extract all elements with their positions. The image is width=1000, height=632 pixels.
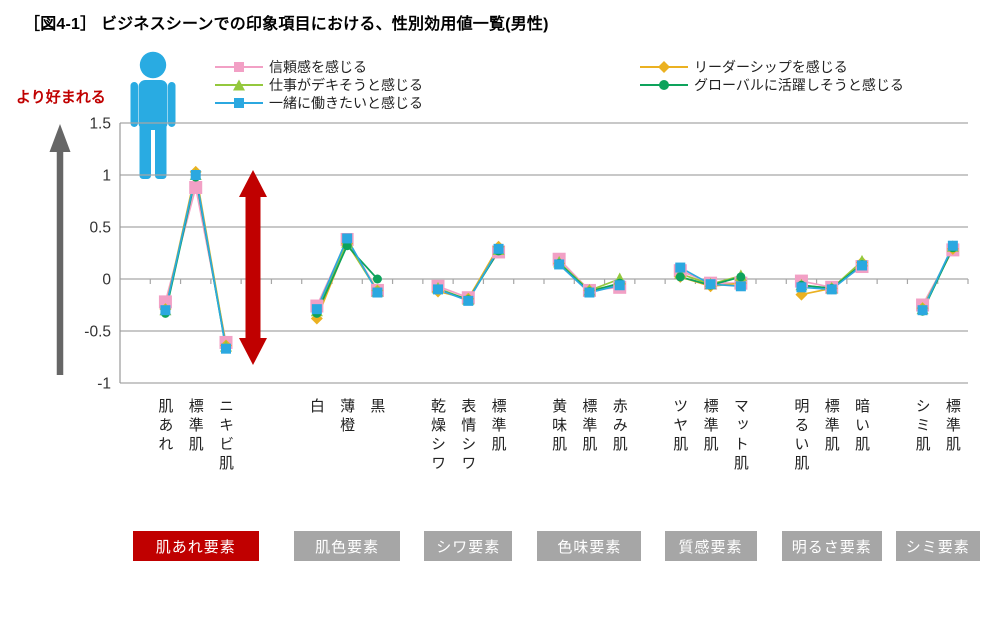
- marker-square: [826, 284, 837, 295]
- x-category-label: 表情シワ: [459, 398, 477, 474]
- marker-circle: [372, 274, 382, 284]
- y-tick-label: -1: [97, 376, 111, 393]
- marker-square: [705, 279, 716, 290]
- marker-square: [796, 282, 807, 293]
- marker-circle: [675, 272, 685, 282]
- preferred-axis-label: より好まれる: [16, 89, 106, 106]
- x-category-label: 肌あれ: [156, 398, 174, 455]
- group-badge: シミ要素: [895, 531, 980, 561]
- x-category-label: 黄味肌: [550, 398, 568, 455]
- x-category-label: 黒: [368, 398, 386, 417]
- legend-label: 仕事がデキそうと感じる: [269, 76, 423, 93]
- legend-right-column: リーダーシップを感じる グローバルに活躍しそうと感じる: [638, 58, 904, 93]
- marker-square: [190, 170, 201, 180]
- chart-title: ［図4-1］ ビジネスシーンでの印象項目における、性別効用値一覧(男性): [24, 16, 549, 33]
- legend-pink-square-marker-icon: [215, 61, 263, 72]
- x-category-label: ニキビ肌: [217, 398, 234, 474]
- marker-square: [675, 262, 686, 273]
- marker-square: [584, 287, 595, 298]
- more-preferred-arrow-icon: [49, 124, 71, 375]
- y-tick-label: 0.5: [89, 220, 111, 237]
- legend-blue-square-marker-icon: [215, 97, 263, 108]
- x-category-label: 乾燥シワ: [429, 398, 446, 474]
- series-line: [164, 176, 227, 349]
- legend-darkgreen-circle-marker-icon: [640, 79, 688, 90]
- group-badge: 色味要素: [537, 531, 642, 561]
- marker-square: [160, 305, 171, 316]
- marker-square: [433, 284, 443, 295]
- marker-square: [158, 295, 172, 309]
- y-tick-label: 0: [102, 272, 111, 289]
- legend-item-global: グローバルに活躍しそうと感じる: [638, 76, 904, 93]
- x-category-label: シミ肌: [913, 398, 931, 455]
- series-line: [164, 171, 227, 346]
- legend-item-trust: 信頼感を感じる: [213, 58, 423, 75]
- marker-square: [221, 343, 231, 354]
- y-tick-label: -0.5: [84, 324, 111, 341]
- legend-item-work-together: 一緒に働きたいと感じる: [213, 94, 423, 111]
- marker-circle: [736, 272, 746, 282]
- legend-yellow-diamond-marker-icon: [640, 60, 688, 73]
- marker-square: [614, 280, 625, 291]
- y-tick-label: 1.5: [89, 116, 111, 133]
- x-category-label: ツヤ肌: [671, 398, 689, 455]
- x-category-label: 明るい肌: [792, 398, 810, 474]
- legend-label: 信頼感を感じる: [269, 58, 367, 75]
- marker-square: [735, 281, 746, 292]
- legend-item-leadership: リーダーシップを感じる: [638, 58, 904, 75]
- legend-item-capable: 仕事がデキそうと感じる: [213, 76, 423, 93]
- x-category-label: 赤み肌: [610, 398, 628, 455]
- marker-square: [311, 304, 322, 315]
- male-person-icon: [130, 51, 176, 179]
- emphasis-double-arrow-icon: [239, 170, 267, 365]
- marker-square: [463, 295, 474, 306]
- x-category-label: 標準肌: [822, 398, 840, 455]
- x-category-label: 暗い肌: [853, 398, 870, 455]
- series-line: [437, 251, 500, 299]
- series-line: [316, 241, 379, 319]
- x-category-label: 標準肌: [186, 398, 204, 455]
- legend-label: 一緒に働きたいと感じる: [269, 94, 423, 111]
- group-badge: 質感要素: [664, 531, 757, 561]
- group-badge: シワ要素: [424, 531, 513, 561]
- marker-square: [554, 259, 565, 270]
- group-badge: 肌あれ要素: [132, 531, 259, 561]
- legend-label: グローバルに活躍しそうと感じる: [694, 76, 904, 93]
- legend-label: リーダーシップを感じる: [694, 58, 848, 75]
- marker-square: [189, 180, 203, 194]
- x-category-label: マット肌: [731, 398, 749, 474]
- x-category-label: 標準肌: [580, 398, 598, 455]
- x-category-label: 標準肌: [701, 398, 719, 455]
- marker-square: [342, 233, 353, 244]
- y-tick-label: 1: [102, 168, 111, 185]
- x-category-label: 薄橙: [338, 398, 356, 436]
- series-line: [164, 174, 227, 347]
- marker-square: [493, 243, 504, 254]
- x-category-label: 標準肌: [489, 398, 507, 455]
- marker-square: [917, 305, 928, 316]
- marker-square: [947, 240, 958, 251]
- marker-circle: [342, 241, 352, 251]
- group-badge: 明るさ要素: [781, 531, 882, 561]
- legend-green-triangle-marker-icon: [215, 79, 263, 90]
- marker-square: [372, 287, 383, 298]
- x-category-label: 標準肌: [943, 398, 961, 455]
- group-badge: 肌色要素: [294, 531, 401, 561]
- legend-left-column: 信頼感を感じる 仕事がデキそうと感じる 一緒に働きたいと感じる: [213, 58, 423, 111]
- marker-square: [857, 260, 867, 271]
- series-line: [164, 174, 227, 349]
- x-category-label: 白: [307, 398, 325, 417]
